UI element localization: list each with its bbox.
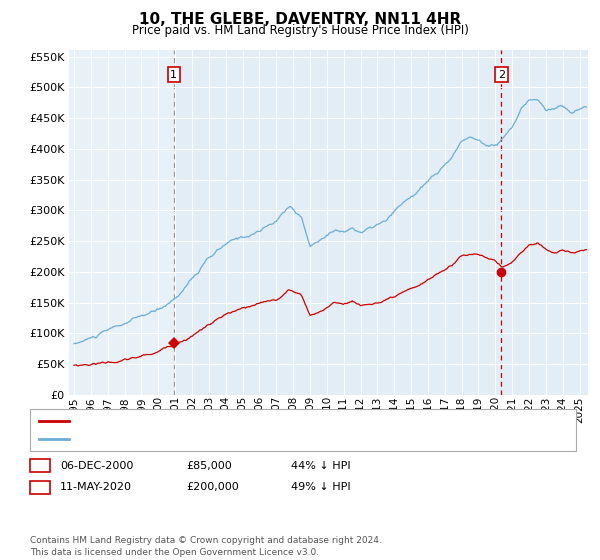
Text: 10, THE GLEBE, DAVENTRY, NN11 4HR: 10, THE GLEBE, DAVENTRY, NN11 4HR — [139, 12, 461, 27]
Text: Price paid vs. HM Land Registry's House Price Index (HPI): Price paid vs. HM Land Registry's House … — [131, 24, 469, 36]
Text: 1: 1 — [170, 69, 178, 80]
Text: 2: 2 — [37, 482, 43, 492]
Text: £85,000: £85,000 — [186, 461, 232, 471]
Text: £200,000: £200,000 — [186, 482, 239, 492]
Text: 10, THE GLEBE, DAVENTRY, NN11 4HR (detached house): 10, THE GLEBE, DAVENTRY, NN11 4HR (detac… — [72, 417, 381, 426]
Text: 49% ↓ HPI: 49% ↓ HPI — [291, 482, 350, 492]
Text: 1: 1 — [37, 461, 43, 471]
Text: 44% ↓ HPI: 44% ↓ HPI — [291, 461, 350, 471]
Text: Contains HM Land Registry data © Crown copyright and database right 2024.
This d: Contains HM Land Registry data © Crown c… — [30, 536, 382, 557]
Text: HPI: Average price, detached house, West Northamptonshire: HPI: Average price, detached house, West… — [72, 434, 404, 444]
Text: 11-MAY-2020: 11-MAY-2020 — [60, 482, 132, 492]
Text: 2: 2 — [498, 69, 505, 80]
Bar — [174, 50, 588, 395]
Text: 06-DEC-2000: 06-DEC-2000 — [60, 461, 133, 471]
